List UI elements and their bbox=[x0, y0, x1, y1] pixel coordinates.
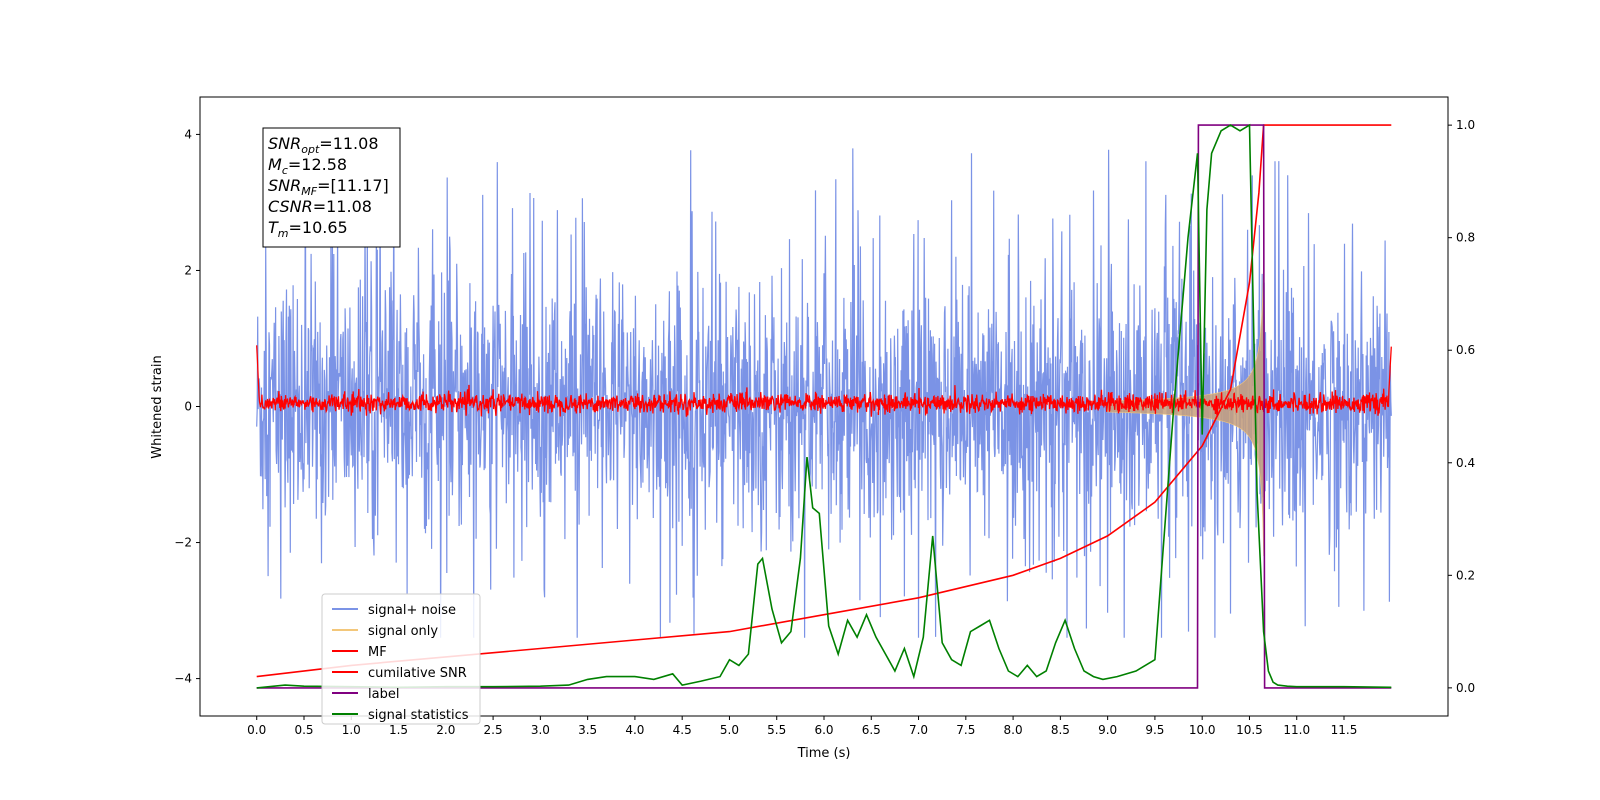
series-signal-statistics-line bbox=[256, 123, 1392, 689]
y-axis-right: 1.0 0.8 0.6 0.4 0.2 0.0 bbox=[1448, 118, 1475, 695]
legend-label: signal only bbox=[368, 624, 438, 639]
plot-content bbox=[256, 123, 1392, 689]
y-axis-left: 4 2 0 −2 −4 bbox=[174, 127, 200, 686]
x-tick-label: 10.0 bbox=[1189, 723, 1216, 737]
x-tick-label: 5.0 bbox=[720, 723, 739, 737]
stat-line: SNRMF=[11.17] bbox=[268, 176, 389, 198]
x-axis: 0.0 0.5 1.0 1.5 2.0 2.5 3.0 3.5 4.0 4.5 5.0 5.5 6.0 6… bbox=[247, 716, 1357, 737]
y-tick-label: 0 bbox=[184, 400, 192, 414]
x-tick-label: 0.0 bbox=[247, 723, 266, 737]
y-tick-label: −4 bbox=[174, 672, 192, 686]
y2-tick-label: 1.0 bbox=[1456, 118, 1475, 132]
stat-symbol: T bbox=[268, 218, 279, 237]
x-tick-label: 2.0 bbox=[436, 723, 455, 737]
x-tick-label: 1.0 bbox=[342, 723, 361, 737]
y-axis-label: Whitened strain bbox=[150, 355, 165, 458]
stat-value: =[11.17] bbox=[317, 176, 389, 195]
y2-tick-label: 0.0 bbox=[1456, 681, 1475, 695]
stat-symbol: SNR bbox=[268, 176, 301, 195]
stat-value: =11.08 bbox=[313, 197, 372, 216]
stats-box-frame bbox=[262, 127, 401, 248]
x-tick-label: 1.5 bbox=[389, 723, 408, 737]
x-tick-label: 5.5 bbox=[767, 723, 786, 737]
x-tick-label: 10.5 bbox=[1236, 723, 1263, 737]
x-tick-label: 3.0 bbox=[531, 723, 550, 737]
x-tick-label: 11.0 bbox=[1283, 723, 1310, 737]
x-axis-label: Time (s) bbox=[797, 746, 851, 761]
x-tick-label: 9.0 bbox=[1098, 723, 1117, 737]
x-tick-label: 8.5 bbox=[1051, 723, 1070, 737]
stat-value: =10.65 bbox=[289, 218, 348, 237]
x-tick-label: 0.5 bbox=[294, 723, 313, 737]
y2-tick-label: 0.2 bbox=[1456, 568, 1475, 582]
x-tick-label: 7.0 bbox=[909, 723, 928, 737]
legend-frame bbox=[321, 593, 481, 725]
x-tick-label: 11.5 bbox=[1331, 723, 1358, 737]
legend: signal+ noise signal only MF cumilative SNR… bbox=[321, 593, 481, 725]
stat-subscript: opt bbox=[301, 143, 320, 156]
x-tick-label: 2.5 bbox=[484, 723, 503, 737]
y2-tick-label: 0.4 bbox=[1456, 456, 1475, 470]
series-cumulative-snr-line bbox=[256, 124, 1392, 678]
x-tick-label: 9.5 bbox=[1145, 723, 1164, 737]
stat-subscript: MF bbox=[301, 185, 317, 198]
x-tick-label: 6.0 bbox=[814, 723, 833, 737]
stat-value: =11.08 bbox=[319, 134, 378, 153]
y-tick-label: 2 bbox=[184, 263, 192, 277]
legend-label: cumilative SNR bbox=[368, 666, 467, 681]
stat-subscript: m bbox=[278, 227, 289, 240]
stat-line: Mc=12.58 bbox=[268, 155, 347, 177]
legend-label: MF bbox=[368, 645, 387, 660]
legend-label: signal statistics bbox=[368, 708, 469, 723]
x-tick-label: 7.5 bbox=[956, 723, 975, 737]
stat-line: CSNR=11.08 bbox=[268, 197, 372, 216]
y-tick-label: −2 bbox=[174, 536, 192, 550]
stat-symbol: M bbox=[268, 155, 282, 174]
stat-subscript: c bbox=[282, 164, 288, 177]
stat-line: SNRopt=11.08 bbox=[268, 134, 379, 156]
x-tick-label: 3.5 bbox=[578, 723, 597, 737]
x-tick-label: 4.5 bbox=[673, 723, 692, 737]
x-tick-label: 6.5 bbox=[862, 723, 881, 737]
y2-tick-label: 0.6 bbox=[1456, 343, 1475, 357]
stat-symbol: CSNR bbox=[268, 197, 313, 216]
legend-label: label bbox=[368, 687, 399, 702]
x-tick-label: 8.0 bbox=[1004, 723, 1023, 737]
y-tick-label: 4 bbox=[184, 127, 192, 141]
stats-box: SNRopt=11.08Mc=12.58SNRMF=[11.17]CSNR=11… bbox=[262, 127, 401, 248]
stat-line: Tm=10.65 bbox=[268, 218, 348, 240]
stat-symbol: SNR bbox=[268, 134, 301, 153]
legend-label: signal+ noise bbox=[368, 603, 456, 618]
stat-value: =12.58 bbox=[288, 155, 347, 174]
y2-tick-label: 0.8 bbox=[1456, 231, 1475, 245]
x-tick-label: 4.0 bbox=[625, 723, 644, 737]
